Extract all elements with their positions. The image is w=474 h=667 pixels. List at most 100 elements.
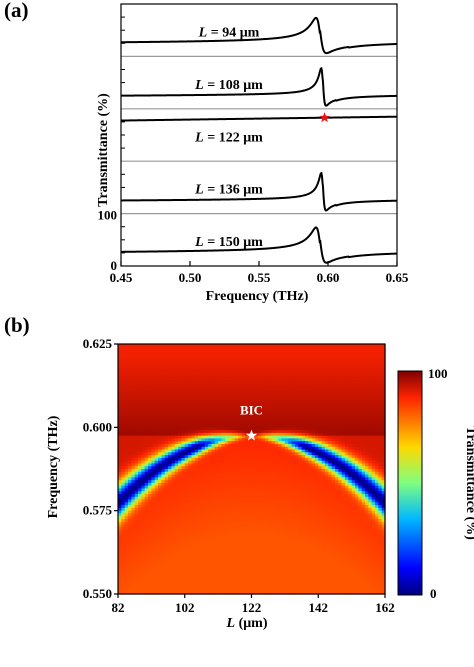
x-tick-label: 0.55 — [248, 270, 271, 285]
heatmap-cell — [121, 419, 126, 423]
heatmap-cell — [151, 360, 156, 365]
heatmap-cell — [291, 502, 296, 506]
heatmap-cell — [164, 502, 169, 506]
heatmap-cell — [178, 355, 183, 359]
heatmap-cell — [378, 394, 383, 398]
heatmap-cell — [358, 460, 363, 465]
heatmap-cell — [364, 382, 369, 387]
heatmap-cell — [241, 507, 246, 512]
heatmap-cell — [254, 477, 259, 481]
heatmap-cell — [368, 485, 373, 490]
heatmap-cell — [178, 491, 183, 495]
heatmap-cell — [244, 499, 249, 503]
heatmap-cell — [291, 391, 296, 395]
heatmap-cell — [264, 449, 269, 453]
heatmap-cell — [334, 413, 339, 417]
heatmap-cell — [151, 366, 156, 370]
heatmap-cell — [221, 477, 226, 481]
heatmap-cell — [128, 480, 132, 484]
heatmap-cell — [311, 396, 316, 401]
heatmap-cell — [264, 369, 269, 373]
heatmap-cell — [381, 357, 386, 362]
heatmap-cell — [334, 391, 339, 395]
heatmap-cell — [301, 435, 306, 440]
heatmap-cell — [221, 421, 226, 426]
heatmap-cell — [144, 382, 149, 387]
heatmap-cell — [321, 510, 326, 515]
heatmap-cell — [314, 405, 319, 409]
heatmap-cell — [304, 346, 309, 351]
heatmap-cell — [238, 488, 243, 492]
heatmap-cell — [231, 507, 236, 512]
heatmap-cell — [211, 355, 216, 359]
heatmap-cell — [118, 399, 122, 403]
heatmap-cell — [258, 502, 263, 506]
heatmap-cell — [354, 366, 359, 370]
heatmap-cell — [348, 455, 353, 459]
heatmap-cell — [254, 471, 259, 476]
heatmap-cell — [344, 474, 349, 478]
heatmap-cell — [224, 346, 229, 351]
heatmap-cell — [341, 499, 346, 503]
heatmap-cell — [334, 449, 339, 453]
heatmap-cell — [154, 396, 159, 401]
heatmap-cell — [131, 469, 136, 473]
heatmap-cell — [208, 430, 213, 434]
heatmap-cell — [338, 371, 343, 376]
heatmap-cell — [348, 485, 353, 490]
heatmap-cell — [368, 471, 373, 476]
heatmap-cell — [124, 502, 129, 506]
heatmap-cell — [131, 488, 136, 492]
heatmap-cell — [144, 374, 149, 378]
heatmap-cell — [304, 357, 309, 362]
heatmap-cell — [341, 360, 346, 365]
heatmap-cell — [368, 424, 373, 428]
heatmap-cell — [278, 485, 283, 490]
heatmap-cell — [314, 466, 319, 470]
heatmap-cell — [178, 485, 183, 490]
heatmap-cell — [161, 399, 166, 403]
heatmap-cell — [381, 441, 386, 445]
heatmap-cell — [194, 460, 199, 465]
heatmap-cell — [254, 449, 259, 453]
heatmap-cell — [134, 396, 139, 401]
heatmap-cell — [364, 427, 369, 431]
heatmap-cell — [124, 352, 129, 356]
heatmap-cell — [201, 371, 206, 376]
heatmap-cell — [304, 385, 309, 390]
heatmap-cell — [141, 455, 146, 459]
heatmap-cell — [238, 355, 243, 359]
heatmap-cell — [208, 407, 213, 412]
heatmap-cell — [378, 494, 383, 498]
heatmap-cell — [238, 438, 243, 442]
heatmap-cell — [378, 405, 383, 409]
heatmap-cell — [358, 413, 363, 417]
heatmap-cell — [378, 466, 383, 470]
heatmap-cell — [358, 385, 363, 390]
heatmap-cell — [294, 421, 299, 426]
heatmap-cell — [291, 477, 296, 481]
heatmap-cell — [358, 380, 363, 384]
heatmap-cell — [234, 469, 239, 473]
heatmap-cell — [341, 371, 346, 376]
heatmap-cell — [201, 488, 206, 492]
curve-label-symbol: L — [194, 183, 204, 198]
heatmap-cell — [324, 346, 329, 351]
heatmap-cell — [224, 477, 229, 481]
heatmap-cell — [261, 360, 266, 365]
heatmap-cell — [218, 385, 223, 390]
heatmap-cell — [314, 430, 319, 434]
heatmap-cell — [141, 377, 146, 381]
heatmap-cell — [318, 369, 323, 373]
heatmap-cell — [131, 349, 136, 353]
heatmap-cell — [234, 507, 239, 512]
heatmap-cell — [218, 502, 223, 506]
heatmap-cell — [234, 360, 239, 365]
heatmap-cell — [188, 355, 193, 359]
heatmap-cell — [194, 474, 199, 478]
heatmap-cell — [131, 463, 136, 467]
heatmap-cell — [278, 444, 283, 448]
heatmap-cell — [378, 344, 383, 348]
heatmap-cell — [144, 344, 149, 348]
heatmap-cell — [238, 407, 243, 412]
